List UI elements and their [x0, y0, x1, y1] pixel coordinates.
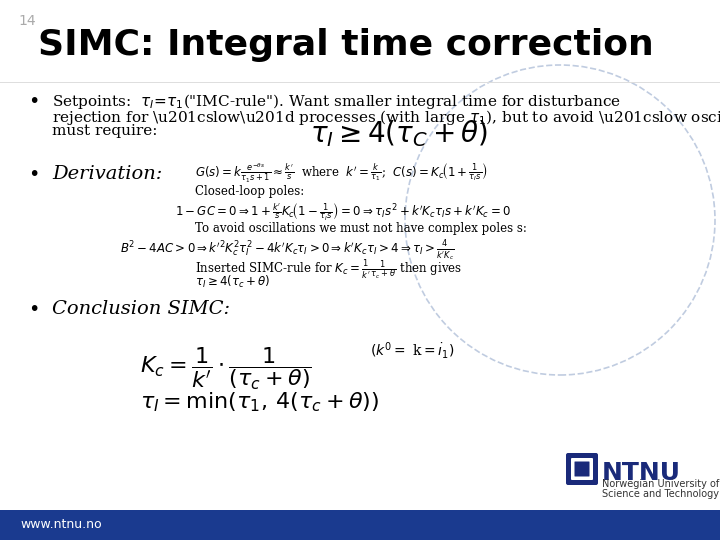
Text: Derivation:: Derivation: — [52, 165, 163, 183]
Text: Conclusion SIMC:: Conclusion SIMC: — [52, 300, 230, 318]
Text: Science and Technology: Science and Technology — [602, 489, 719, 499]
FancyBboxPatch shape — [571, 458, 593, 480]
Text: $(k^0=$ k$=\dot{\imath}_1)$: $(k^0=$ k$=\dot{\imath}_1)$ — [370, 340, 455, 361]
Text: $1-GC=0\Rightarrow 1+\frac{k^\prime}{s}K_c\!\left(1-\frac{1}{\tau_I s}\right)=0\: $1-GC=0\Rightarrow 1+\frac{k^\prime}{s}K… — [175, 202, 510, 224]
Text: Setpoints:  $\tau_I\!=\!\tau_1$("IMC-rule"). Want smaller integral time for dist: Setpoints: $\tau_I\!=\!\tau_1$("IMC-rule… — [52, 92, 621, 111]
Text: 14: 14 — [18, 14, 35, 28]
FancyBboxPatch shape — [575, 462, 590, 476]
Text: Norwegian University of: Norwegian University of — [602, 479, 719, 489]
Text: •: • — [28, 92, 40, 111]
Text: Inserted SIMC-rule for $K_c=\frac{1}{k^\prime}\frac{1}{\tau_c+\theta}$ then give: Inserted SIMC-rule for $K_c=\frac{1}{k^\… — [195, 259, 462, 282]
Bar — [0, 510, 720, 540]
Text: $B^2-4AC>0\Rightarrow k^{\prime 2}K_c^2\tau_I^2-4k^\prime K_c\tau_I>0\Rightarrow: $B^2-4AC>0\Rightarrow k^{\prime 2}K_c^2\… — [120, 239, 454, 263]
Text: NTNU: NTNU — [602, 461, 681, 485]
Text: $G(s) = k\frac{e^{-\theta s}}{\tau_1 s+1} \approx \frac{k^\prime}{s}$  where  $k: $G(s) = k\frac{e^{-\theta s}}{\tau_1 s+1… — [195, 162, 487, 185]
Text: To avoid oscillations we must not have complex poles s:: To avoid oscillations we must not have c… — [195, 222, 527, 235]
Text: www.ntnu.no: www.ntnu.no — [20, 518, 102, 531]
Text: rejection for \u201cslow\u201d processes (with large $\tau_1$), but to avoid \u2: rejection for \u201cslow\u201d processes… — [52, 108, 720, 127]
Text: Closed-loop poles:: Closed-loop poles: — [195, 185, 305, 198]
Text: $\tau_I \geq 4(\tau_C + \theta)$: $\tau_I \geq 4(\tau_C + \theta)$ — [310, 118, 488, 149]
FancyBboxPatch shape — [566, 453, 598, 485]
Text: •: • — [28, 165, 40, 184]
Text: $K_c = \dfrac{1}{k^\prime} \cdot \dfrac{1}{(\tau_c+\theta)}$: $K_c = \dfrac{1}{k^\prime} \cdot \dfrac{… — [140, 345, 312, 392]
Text: •: • — [28, 300, 40, 319]
Text: must require:: must require: — [52, 124, 158, 138]
Text: SIMC: Integral time correction: SIMC: Integral time correction — [38, 28, 654, 62]
Text: $\tau_I = \min(\tau_1,\, 4(\tau_c + \theta))$: $\tau_I = \min(\tau_1,\, 4(\tau_c + \the… — [140, 390, 379, 414]
Text: $\tau_I \geq 4(\tau_c + \theta)$: $\tau_I \geq 4(\tau_c + \theta)$ — [195, 274, 271, 290]
